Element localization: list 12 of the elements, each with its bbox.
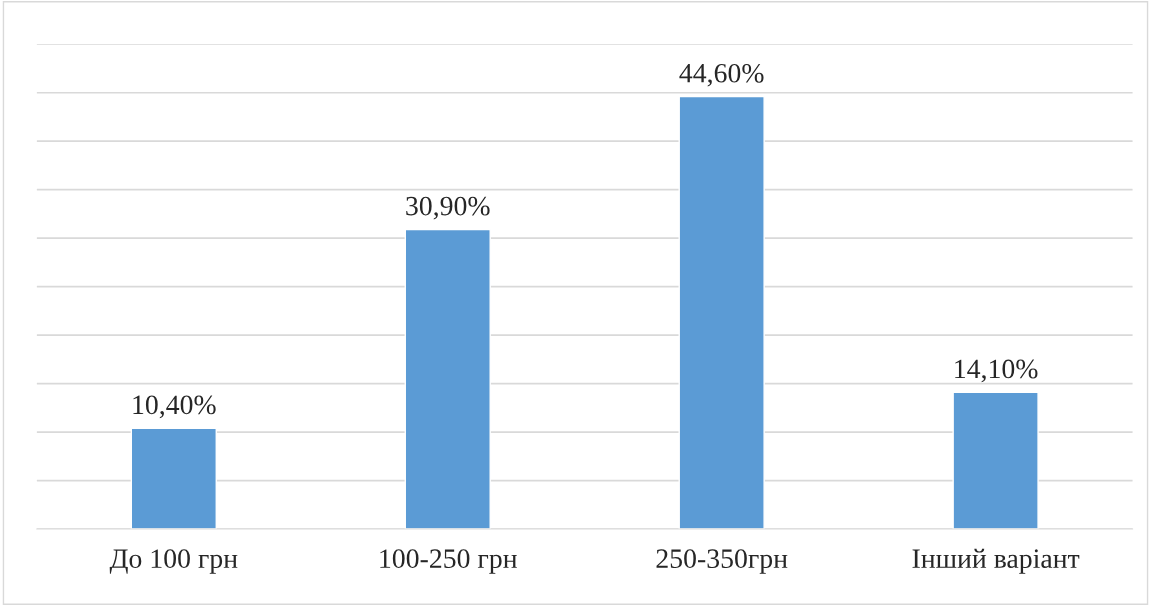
data-label: 14,10% xyxy=(955,359,1038,383)
data-label: 30,90% xyxy=(406,196,490,220)
x-tick-label: 250-350грн xyxy=(656,549,788,574)
bar xyxy=(404,228,491,530)
data-label: 10,40% xyxy=(133,395,216,419)
data-label: 44,60% xyxy=(679,63,764,87)
x-tick-label: Інший варіант xyxy=(912,548,1080,574)
bar xyxy=(678,95,765,530)
x-tick-label: 100-250 грн xyxy=(380,549,517,574)
x-tick-label: До 100 грн xyxy=(109,549,238,574)
bar xyxy=(130,427,217,530)
bar xyxy=(952,391,1039,530)
